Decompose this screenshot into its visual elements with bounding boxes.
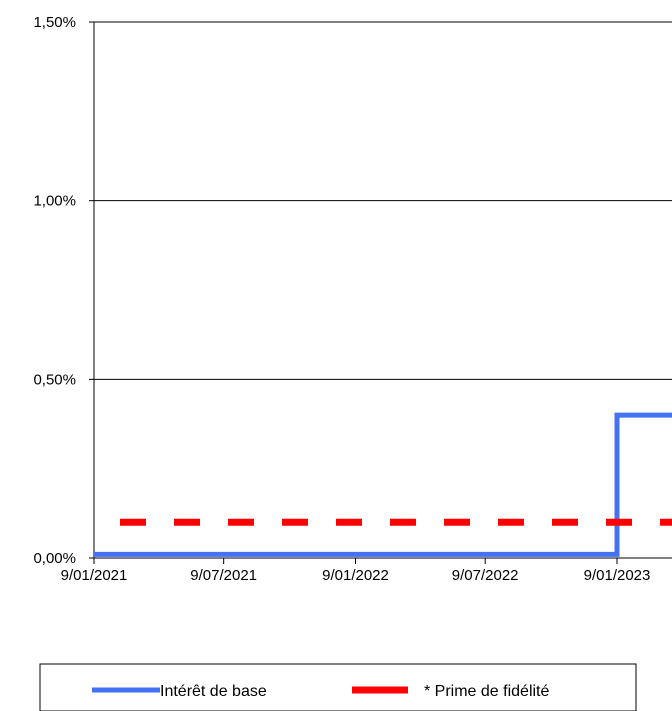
y-tick-label-0: 0,00% [33,550,76,567]
y-tick-label-3: 1,50% [33,14,76,31]
gridlines [94,21,672,380]
x-tick-label-0: 9/01/2021 [61,567,128,584]
legend-label-0: Intérêt de base [160,683,267,700]
y-tick-label-1: 0,50% [33,371,76,388]
series-line-0 [94,412,672,557]
y-tick-label-2: 1,00% [33,193,76,210]
series-clip-group [94,412,672,557]
legend: Intérêt de base * Prime de fidélité [39,663,637,711]
x-tick-label-2: 9/01/2022 [322,567,389,584]
x-axis-tick-labels: 9/01/2021 9/07/2021 9/01/2022 9/07/2022 9/01… [61,567,651,584]
axes [89,21,672,564]
legend-label-1: * Prime de fidélité [424,683,549,700]
x-tick-label-3: 9/07/2022 [452,567,519,584]
series-lines [94,412,672,557]
x-tick-label-4: 9/01/2023 [584,567,651,584]
x-tick-label-1: 9/07/2021 [190,567,257,584]
y-axis-tick-labels: 0,00% 0,50% 1,00% 1,50% [33,14,76,567]
